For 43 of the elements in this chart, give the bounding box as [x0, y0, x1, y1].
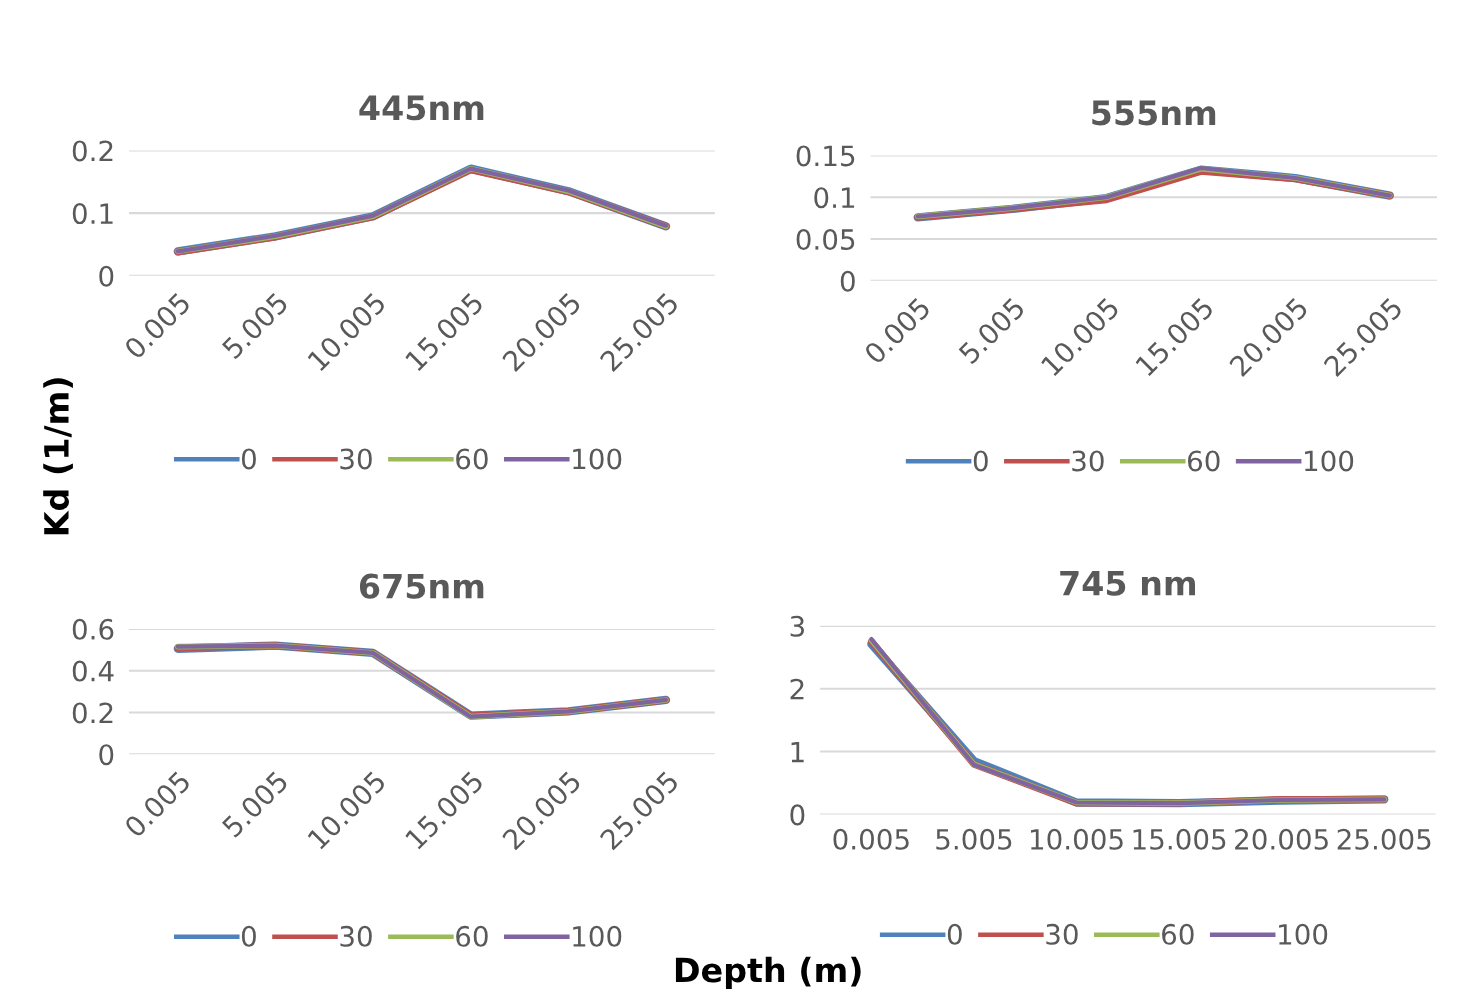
- y-tick-label: 0.6: [72, 618, 114, 640]
- x-tick-label: 10.005: [1030, 828, 1123, 850]
- y-tick-label: 0: [840, 270, 855, 292]
- y-tick-label: 0.1: [72, 203, 113, 225]
- legend-label: 30: [1072, 450, 1104, 472]
- legend-label: 30: [1046, 923, 1078, 945]
- legend-label: 60: [1162, 923, 1194, 945]
- y-tick-label: 0.15: [796, 145, 855, 167]
- y-tick-label: 1: [791, 741, 804, 763]
- legend-label: 100: [573, 448, 622, 470]
- legend-label: 100: [573, 925, 622, 947]
- legend-label: 100: [1305, 450, 1354, 472]
- y-tick-label: 2: [790, 678, 804, 700]
- y-tick-label: 0.4: [72, 660, 114, 682]
- x-tick-label: 5.005: [936, 828, 1012, 850]
- legend-label: 0: [947, 923, 962, 945]
- x-tick-label: 20.005: [1235, 828, 1328, 850]
- legend-label: 30: [340, 925, 372, 947]
- x-axis-title: Depth (m): [675, 956, 861, 990]
- chart-title: 555nm: [1092, 100, 1216, 126]
- legend-label: 100: [1279, 923, 1328, 945]
- y-tick-label: 3: [790, 615, 804, 637]
- legend-label: 30: [340, 448, 372, 470]
- x-tick-label: 25.005: [1337, 828, 1431, 850]
- legend-label: 0: [241, 448, 256, 470]
- legend-label: 60: [1188, 450, 1220, 472]
- chart-title: 745 nm: [1060, 571, 1196, 596]
- legend-label: 60: [456, 448, 488, 470]
- x-tick-label: 15.005: [1133, 828, 1226, 850]
- x-tick-label: 0.005: [833, 828, 909, 850]
- y-tick-label: 0: [99, 265, 114, 287]
- y-tick-label: 0.1: [814, 187, 855, 209]
- y-tick-label: 0.2: [72, 702, 113, 724]
- y-tick-label: 0.2: [72, 140, 113, 162]
- y-tick-label: 0.05: [796, 228, 855, 250]
- y-axis-title: Kd (1/m): [43, 378, 73, 535]
- legend-label: 0: [241, 925, 256, 947]
- legend-label: 0: [973, 450, 988, 472]
- y-tick-label: 0: [99, 744, 114, 766]
- chart-title: 445nm: [359, 95, 484, 121]
- legend-label: 60: [456, 925, 488, 947]
- y-tick-label: 0: [790, 804, 805, 826]
- chart-title: 675nm: [359, 573, 484, 599]
